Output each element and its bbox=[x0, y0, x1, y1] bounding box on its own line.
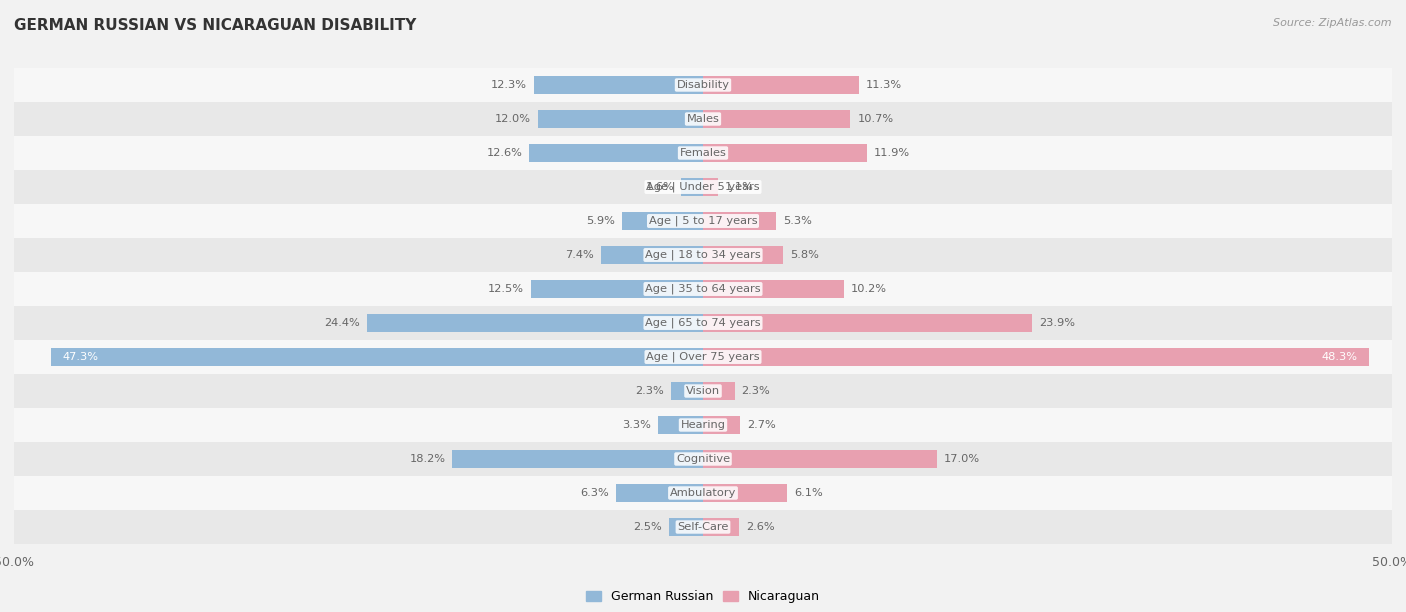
Bar bbox=[671, 382, 703, 400]
Text: 2.5%: 2.5% bbox=[633, 522, 662, 532]
Bar bbox=[14, 68, 1392, 102]
Bar bbox=[703, 144, 868, 162]
Bar bbox=[367, 314, 703, 332]
Bar bbox=[621, 212, 703, 230]
Bar bbox=[14, 510, 1392, 544]
Text: Self-Care: Self-Care bbox=[678, 522, 728, 532]
Bar bbox=[51, 348, 703, 366]
Bar bbox=[533, 76, 703, 94]
Text: 2.6%: 2.6% bbox=[745, 522, 775, 532]
Text: 10.7%: 10.7% bbox=[858, 114, 893, 124]
Bar bbox=[600, 246, 703, 264]
Bar bbox=[703, 76, 859, 94]
Text: Females: Females bbox=[679, 148, 727, 158]
Text: 2.3%: 2.3% bbox=[741, 386, 770, 396]
Bar bbox=[703, 178, 718, 196]
Text: 6.3%: 6.3% bbox=[581, 488, 609, 498]
Text: Disability: Disability bbox=[676, 80, 730, 90]
Text: 1.6%: 1.6% bbox=[645, 182, 673, 192]
Text: 18.2%: 18.2% bbox=[409, 454, 446, 464]
Bar bbox=[453, 450, 703, 468]
Bar bbox=[14, 136, 1392, 170]
Bar bbox=[14, 476, 1392, 510]
Bar bbox=[14, 102, 1392, 136]
Text: 5.8%: 5.8% bbox=[790, 250, 818, 260]
Text: 11.3%: 11.3% bbox=[866, 80, 901, 90]
Text: 48.3%: 48.3% bbox=[1322, 352, 1358, 362]
Text: Ambulatory: Ambulatory bbox=[669, 488, 737, 498]
Text: 10.2%: 10.2% bbox=[851, 284, 886, 294]
Bar bbox=[703, 212, 776, 230]
Bar bbox=[530, 144, 703, 162]
Bar bbox=[14, 238, 1392, 272]
Bar bbox=[14, 340, 1392, 374]
Text: 1.1%: 1.1% bbox=[725, 182, 754, 192]
Bar bbox=[537, 110, 703, 128]
Bar bbox=[14, 272, 1392, 306]
Bar bbox=[703, 314, 1032, 332]
Text: 23.9%: 23.9% bbox=[1039, 318, 1076, 328]
Bar bbox=[616, 484, 703, 502]
Bar bbox=[703, 518, 738, 536]
Text: 12.6%: 12.6% bbox=[486, 148, 523, 158]
Text: Hearing: Hearing bbox=[681, 420, 725, 430]
Text: 12.0%: 12.0% bbox=[495, 114, 531, 124]
Bar bbox=[703, 246, 783, 264]
Text: 12.3%: 12.3% bbox=[491, 80, 527, 90]
Text: GERMAN RUSSIAN VS NICARAGUAN DISABILITY: GERMAN RUSSIAN VS NICARAGUAN DISABILITY bbox=[14, 18, 416, 34]
Bar bbox=[703, 382, 735, 400]
Bar bbox=[14, 306, 1392, 340]
Text: 6.1%: 6.1% bbox=[794, 488, 823, 498]
Bar bbox=[703, 348, 1368, 366]
Text: Age | Under 5 years: Age | Under 5 years bbox=[647, 182, 759, 192]
Legend: German Russian, Nicaraguan: German Russian, Nicaraguan bbox=[581, 585, 825, 608]
Text: 17.0%: 17.0% bbox=[945, 454, 980, 464]
Text: 12.5%: 12.5% bbox=[488, 284, 524, 294]
Text: 24.4%: 24.4% bbox=[325, 318, 360, 328]
Bar bbox=[14, 442, 1392, 476]
Text: 2.3%: 2.3% bbox=[636, 386, 665, 396]
Text: 2.7%: 2.7% bbox=[747, 420, 776, 430]
Text: Age | 5 to 17 years: Age | 5 to 17 years bbox=[648, 216, 758, 226]
Bar bbox=[703, 450, 938, 468]
Text: Age | Over 75 years: Age | Over 75 years bbox=[647, 352, 759, 362]
Text: 7.4%: 7.4% bbox=[565, 250, 595, 260]
Text: 47.3%: 47.3% bbox=[62, 352, 98, 362]
Text: 5.3%: 5.3% bbox=[783, 216, 811, 226]
Text: Vision: Vision bbox=[686, 386, 720, 396]
Text: Source: ZipAtlas.com: Source: ZipAtlas.com bbox=[1274, 18, 1392, 28]
Text: Age | 35 to 64 years: Age | 35 to 64 years bbox=[645, 284, 761, 294]
Bar bbox=[703, 280, 844, 298]
Bar bbox=[14, 408, 1392, 442]
Text: Males: Males bbox=[686, 114, 720, 124]
Bar bbox=[669, 518, 703, 536]
Text: 5.9%: 5.9% bbox=[586, 216, 614, 226]
Text: Cognitive: Cognitive bbox=[676, 454, 730, 464]
Bar bbox=[703, 110, 851, 128]
Bar bbox=[14, 170, 1392, 204]
Text: 11.9%: 11.9% bbox=[875, 148, 910, 158]
Bar bbox=[681, 178, 703, 196]
Bar bbox=[531, 280, 703, 298]
Text: 3.3%: 3.3% bbox=[621, 420, 651, 430]
Bar bbox=[14, 204, 1392, 238]
Text: Age | 65 to 74 years: Age | 65 to 74 years bbox=[645, 318, 761, 328]
Bar bbox=[703, 416, 740, 434]
Text: Age | 18 to 34 years: Age | 18 to 34 years bbox=[645, 250, 761, 260]
Bar bbox=[14, 374, 1392, 408]
Bar bbox=[703, 484, 787, 502]
Bar bbox=[658, 416, 703, 434]
